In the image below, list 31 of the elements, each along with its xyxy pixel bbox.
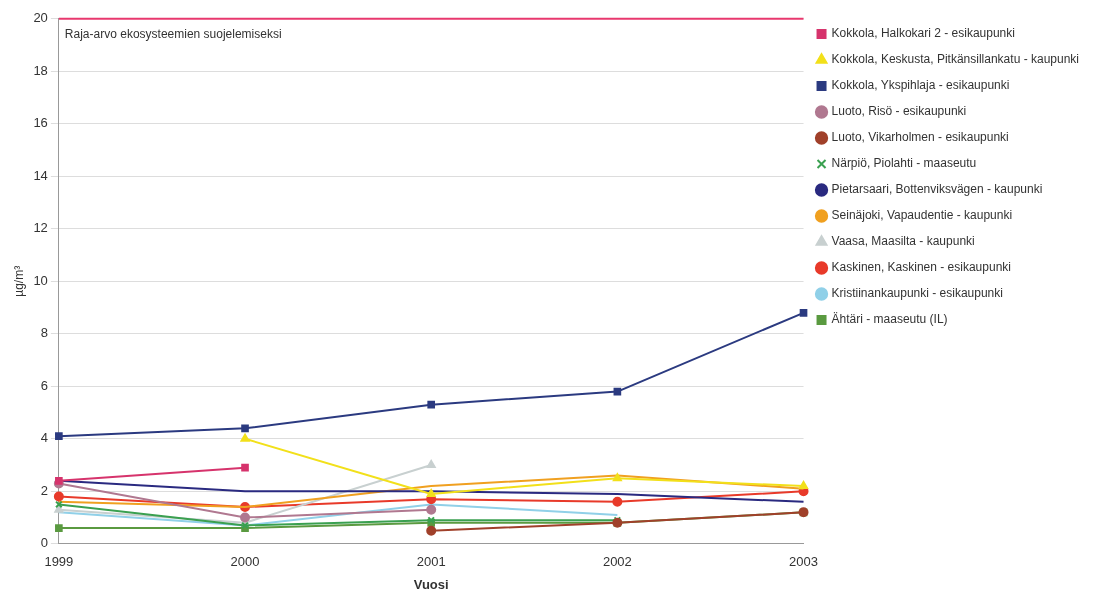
ref-line-label: Raja-arvo ekosysteemien suojelemiseksi (64, 27, 282, 42)
y-tick-label: 12 (33, 220, 48, 236)
legend-label: Luoto, Risö - esikaupunki (831, 104, 967, 119)
legend-label: Ähtäri - maaseutu (IL) (831, 312, 948, 327)
legend-label: Kristiinankaupunki - esikaupunki (831, 286, 1003, 301)
x-tick-label: 1999 (44, 554, 74, 570)
legend-label: Närpiö, Piolahti - maaseutu (831, 156, 977, 171)
y-tick-label: 2 (40, 482, 48, 498)
x-tick-label: 2002 (602, 554, 632, 570)
legend-label: Seinäjoki, Vapaudentie - kaupunki (831, 208, 1013, 223)
x-axis-title: Vuosi (413, 576, 449, 592)
y-tick-label: 16 (33, 115, 48, 131)
y-tick-label: 20 (33, 10, 48, 26)
x-tick-label: 2003 (789, 554, 818, 570)
legend-label: Vaasa, Maasilta - kaupunki (831, 234, 975, 249)
y-tick-label: 4 (40, 430, 48, 446)
x-tick-label: 2000 (230, 554, 260, 570)
y-tick-label: 0 (40, 535, 48, 551)
y-tick-label: 14 (33, 167, 48, 183)
legend-label: Luoto, Vikarholmen - esikaupunki (831, 130, 1009, 145)
legend-label: Kokkola, Keskusta, Pitkänsillankatu - kaupunki (831, 52, 1079, 67)
y-tick-label: 18 (33, 62, 48, 78)
y-tick-label: 10 (33, 272, 48, 288)
y-axis-title: µg/m³ (11, 265, 26, 297)
legend-label: Kaskinen, Kaskinen - esikaupunki (831, 260, 1011, 275)
x-tick-label: 2001 (416, 554, 446, 570)
legend-label: Kokkola, Ykspihlaja - esikaupunki (831, 78, 1010, 93)
legend-label: Kokkola, Halkokari 2 - esikaupunki (831, 26, 1015, 41)
legend-label: Pietarsaari, Bottenviksvägen - kaupunki (831, 182, 1043, 197)
y-tick-label: 8 (40, 325, 48, 341)
y-tick-label: 6 (40, 377, 48, 393)
